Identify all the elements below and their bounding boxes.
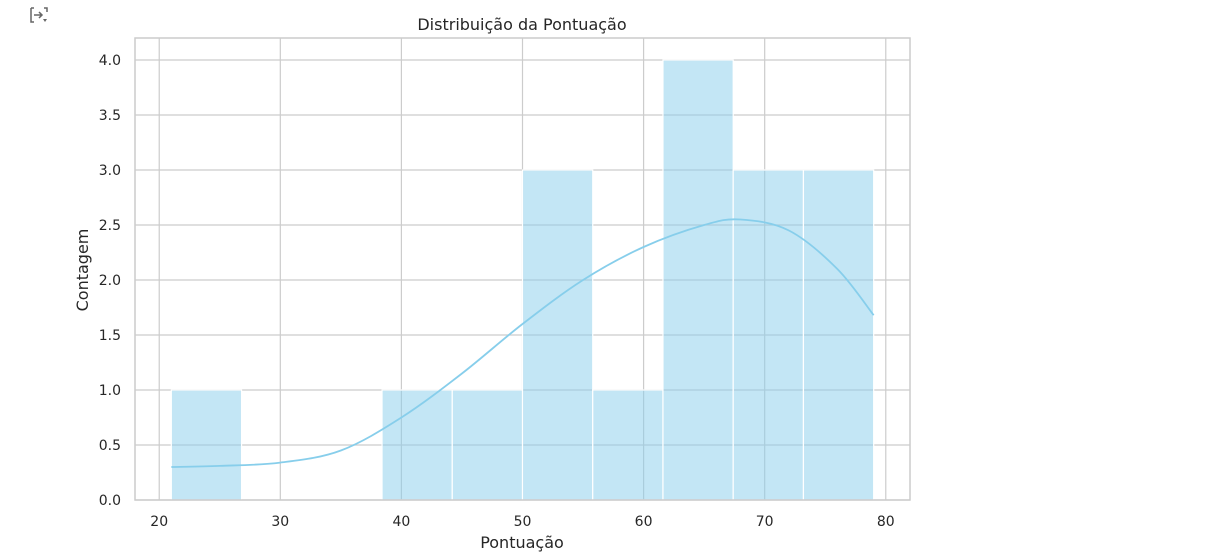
y-tick-label: 3.0 [99, 163, 121, 179]
x-tick-label: 80 [877, 514, 895, 530]
y-tick-label: 0.0 [99, 493, 121, 509]
y-axis-label: Contagem [73, 229, 92, 312]
histogram-bars [170, 59, 875, 501]
histogram-bar [521, 169, 594, 501]
x-tick-label: 40 [392, 514, 410, 530]
y-tick-label: 4.0 [99, 53, 121, 69]
y-tick-label: 1.0 [99, 383, 121, 399]
x-tick-labels: 20 30 40 50 60 70 80 [150, 514, 894, 530]
histogram-bar [802, 169, 875, 501]
y-tick-label: 0.5 [99, 438, 121, 454]
y-tick-label: 2.0 [99, 273, 121, 289]
histogram-bar [170, 389, 243, 501]
output-toggle-icon[interactable] [28, 4, 50, 26]
kde-curve-layer [171, 218, 875, 468]
y-tick-label: 3.5 [99, 108, 121, 124]
histogram-bar [732, 169, 805, 501]
chart-title: Distribuição da Pontuação [417, 15, 626, 34]
y-tick-labels: 0.0 0.5 1.0 1.5 2.0 2.5 3.0 3.5 4.0 [99, 53, 121, 509]
histogram-bar [662, 59, 734, 501]
x-tick-label: 70 [756, 514, 774, 530]
x-tick-label: 50 [514, 514, 532, 530]
y-tick-label: 1.5 [99, 328, 121, 344]
x-axis-label: Pontuação [480, 533, 564, 552]
x-tick-label: 60 [635, 514, 653, 530]
x-tick-label: 20 [150, 514, 168, 530]
histogram-bar [451, 389, 524, 501]
plot-frame [134, 37, 911, 501]
x-tick-label: 30 [271, 514, 289, 530]
histogram-bar [592, 389, 664, 501]
y-tick-label: 2.5 [99, 218, 121, 234]
kde-curve [171, 218, 875, 468]
